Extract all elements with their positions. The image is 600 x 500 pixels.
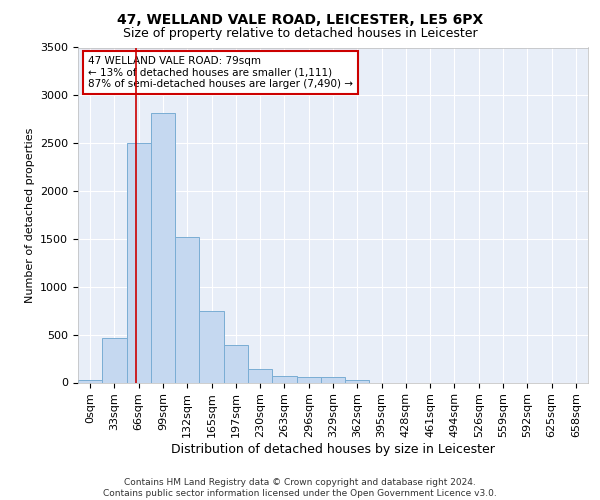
- Text: 47 WELLAND VALE ROAD: 79sqm
← 13% of detached houses are smaller (1,111)
87% of : 47 WELLAND VALE ROAD: 79sqm ← 13% of det…: [88, 56, 353, 89]
- X-axis label: Distribution of detached houses by size in Leicester: Distribution of detached houses by size …: [171, 443, 495, 456]
- Bar: [199, 310, 224, 382]
- Text: Contains HM Land Registry data © Crown copyright and database right 2024.
Contai: Contains HM Land Registry data © Crown c…: [103, 478, 497, 498]
- Bar: [78, 380, 102, 382]
- Text: 47, WELLAND VALE ROAD, LEICESTER, LE5 6PX: 47, WELLAND VALE ROAD, LEICESTER, LE5 6P…: [117, 12, 483, 26]
- Bar: [127, 143, 151, 382]
- Y-axis label: Number of detached properties: Number of detached properties: [25, 128, 35, 302]
- Bar: [102, 338, 127, 382]
- Bar: [151, 112, 175, 382]
- Bar: [248, 368, 272, 382]
- Bar: [175, 237, 199, 382]
- Bar: [296, 377, 321, 382]
- Bar: [345, 380, 370, 382]
- Bar: [321, 377, 345, 382]
- Bar: [224, 345, 248, 383]
- Bar: [272, 376, 296, 382]
- Text: Size of property relative to detached houses in Leicester: Size of property relative to detached ho…: [122, 28, 478, 40]
